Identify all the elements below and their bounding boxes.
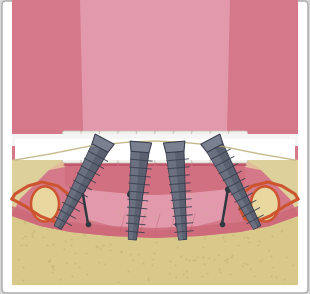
Polygon shape [156,159,173,166]
Polygon shape [54,144,108,229]
Polygon shape [229,159,246,166]
Polygon shape [12,141,298,176]
Polygon shape [207,148,257,229]
Polygon shape [130,141,152,153]
Polygon shape [193,159,210,166]
Polygon shape [163,141,185,153]
Polygon shape [12,0,298,238]
Polygon shape [80,0,230,231]
FancyBboxPatch shape [81,131,100,163]
Polygon shape [174,159,191,166]
Polygon shape [12,206,298,238]
Polygon shape [64,159,81,166]
Polygon shape [128,151,140,240]
FancyBboxPatch shape [100,131,118,163]
FancyBboxPatch shape [136,131,155,163]
Polygon shape [12,146,85,214]
Polygon shape [92,134,114,152]
Polygon shape [166,152,183,240]
FancyBboxPatch shape [173,131,192,163]
Polygon shape [12,141,298,285]
Polygon shape [119,159,136,166]
Polygon shape [12,134,298,146]
Polygon shape [15,139,295,160]
Polygon shape [201,134,223,152]
Ellipse shape [31,186,59,221]
Polygon shape [82,159,99,166]
Polygon shape [211,159,228,166]
FancyBboxPatch shape [210,131,229,163]
FancyBboxPatch shape [63,131,82,163]
Polygon shape [225,146,298,214]
Polygon shape [65,159,245,195]
Polygon shape [54,144,100,228]
FancyBboxPatch shape [192,131,210,163]
Polygon shape [128,151,149,240]
FancyBboxPatch shape [228,131,247,163]
FancyBboxPatch shape [118,131,137,163]
Ellipse shape [251,186,279,221]
FancyBboxPatch shape [155,131,174,163]
Polygon shape [166,151,187,240]
Polygon shape [100,159,117,166]
Polygon shape [137,159,154,166]
Polygon shape [207,144,261,229]
